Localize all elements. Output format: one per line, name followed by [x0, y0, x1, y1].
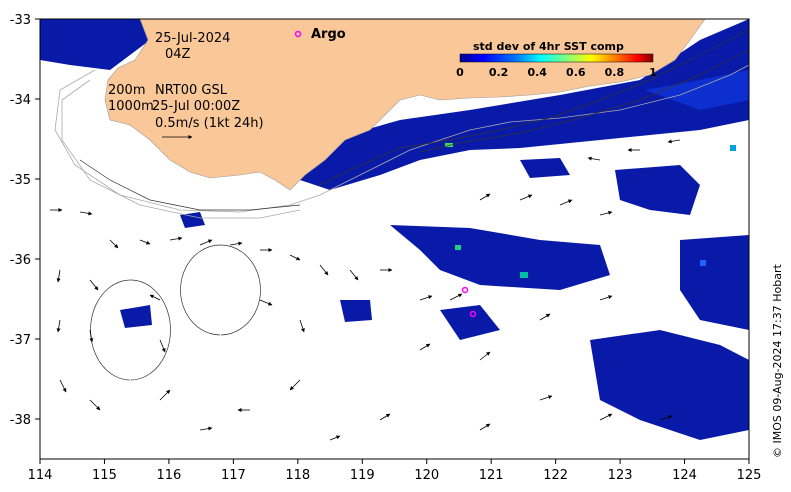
isobaths: [54, 64, 749, 219]
map-date: 25-Jul-2024: [155, 31, 230, 46]
colorbar-tick-label: 0: [456, 66, 464, 79]
lat-tick-label: -37: [10, 333, 31, 348]
argo-float-marker: [469, 310, 477, 318]
colorbar-gradient: [459, 53, 654, 63]
lon-tick-label: 117: [221, 468, 246, 483]
colorbar-title: std dev of 4hr SST comp: [473, 40, 624, 53]
argo-floats: [294, 30, 477, 318]
argo-legend-label: Argo: [311, 27, 346, 42]
lon-tick-label: 115: [92, 468, 117, 483]
lon-tick-label: 124: [672, 468, 697, 483]
lat-tick-label: -33: [10, 13, 31, 28]
axis-labels: 114 115 116 117 118 119 120 121 122 123 124 125 -33 -…: [10, 13, 762, 483]
lon-tick-label: 123: [608, 468, 633, 483]
depth-1000-label: 1000m: [108, 99, 154, 114]
streamlines: [79, 29, 749, 381]
plot-frame: [39, 18, 750, 460]
lat-tick-label: -38: [10, 413, 31, 428]
lon-tick-label: 125: [737, 468, 762, 483]
lon-tick-label: 114: [28, 468, 53, 483]
argo-float-marker: [294, 30, 302, 38]
colorbar-tick-label: 0.4: [527, 66, 547, 79]
colorbar-tick-label: 1: [649, 66, 657, 79]
scale-arrow-label: 0.5m/s (1kt 24h): [155, 116, 264, 131]
axis-ticks: [35, 18, 750, 464]
lon-tick-label: 116: [156, 468, 181, 483]
lon-tick-label: 122: [543, 468, 568, 483]
colorbar: std dev of 4hr SST comp 0 0.2 0.4 0.6 0.8 1: [456, 40, 657, 79]
lon-tick-label: 119: [350, 468, 375, 483]
lat-tick-label: -35: [10, 173, 31, 188]
lon-tick-label: 121: [479, 468, 504, 483]
colorbar-tick-label: 0.2: [489, 66, 509, 79]
credit-label: © IMOS 09-Aug-2024 17:37 Hobart: [771, 264, 784, 458]
lat-tick-label: -34: [10, 93, 31, 108]
colorbar-tick-label: 0.6: [566, 66, 586, 79]
map-hour: 04Z: [165, 47, 191, 62]
lat-tick-label: -36: [10, 253, 31, 268]
velocity-arrows: [50, 139, 681, 441]
product-label: NRT00 GSL: [155, 83, 228, 98]
colorbar-tick-label: 0.8: [605, 66, 625, 79]
sst-highlight-cells: [445, 143, 736, 278]
depth-200-label: 200m: [108, 83, 145, 98]
lon-tick-label: 120: [414, 468, 439, 483]
lon-tick-label: 118: [285, 468, 310, 483]
argo-float-marker: [461, 286, 469, 294]
product-time-label: 25-Jul 00:00Z: [152, 99, 240, 114]
